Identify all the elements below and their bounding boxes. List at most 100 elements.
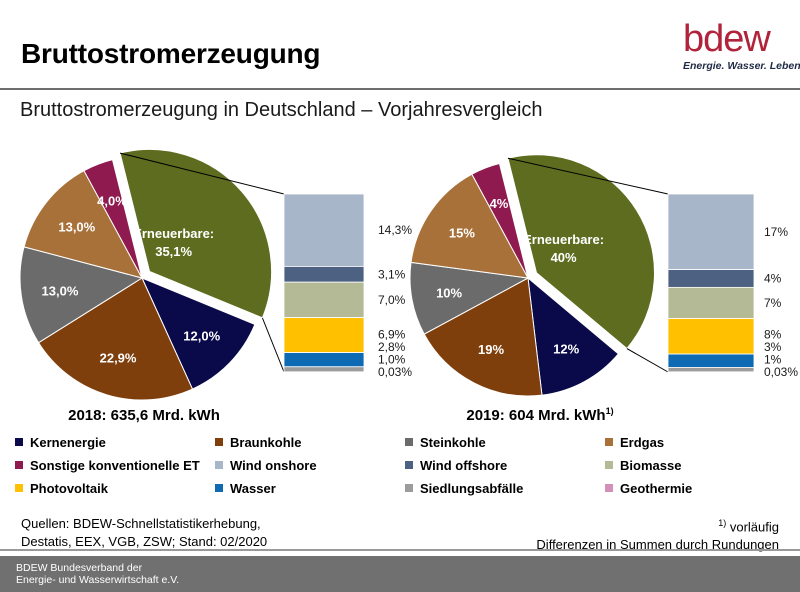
legend-item-geothermie: Geothermie: [605, 481, 692, 496]
legend-item-wind_onshore: Wind onshore: [215, 458, 317, 473]
bar-label-wind_onshore: 14,3%: [378, 223, 412, 237]
footer-line-2: Energie- und Wasserwirtschaft e.V.: [16, 574, 180, 586]
logo-word: bdew: [683, 18, 771, 60]
bar-label-biomasse: 7%: [764, 296, 782, 310]
bar-label-photovoltaik: 8%: [764, 327, 782, 341]
bar-label-photovoltaik: 6,9%: [378, 327, 406, 341]
legend-swatch-braunkohle: [215, 438, 223, 446]
slice-label-kernenergie: 12,0%: [183, 329, 220, 344]
legend-swatch-kernenergie: [15, 438, 23, 446]
bar-segment-photovoltaik: [667, 318, 755, 355]
slice-value-erneuerbare: 35,1%: [155, 244, 192, 259]
bar-label-wind_offshore: 3,1%: [378, 267, 406, 281]
slice-label-sonstige: 4%: [490, 196, 509, 211]
slice-label-steinkohle: 13,0%: [42, 283, 79, 298]
pie-slice-sonstige: [83, 159, 143, 279]
bar-segment-geothermie: [283, 371, 365, 373]
bar-segment-biomasse: [283, 281, 365, 319]
bar-segment-photovoltaik: [283, 317, 365, 353]
bar-segment-wind_offshore: [667, 269, 755, 288]
pie-slice-erneuerbare: [119, 148, 273, 319]
bar-label-biomasse: 7,0%: [378, 293, 406, 307]
pie-chart-1: Erneuerbare:35,1%12,0%22,9%13,0%13,0%4,0…: [19, 148, 412, 424]
pie-slice-erdgas: [23, 170, 143, 279]
bar-segment-wasser: [667, 353, 755, 368]
connector-top: [119, 152, 285, 195]
bar-segment-wind_onshore: [283, 193, 365, 267]
legend-label-kernenergie: Kernenergie: [30, 435, 106, 450]
notes-footnote-mark: 1): [718, 518, 727, 528]
legend-swatch-geothermie: [605, 484, 613, 492]
slice-label-erneuerbare: Erneuerbare:: [523, 232, 604, 247]
notes-line-2: Differenzen in Summen durch Rundungen: [536, 537, 779, 553]
legend-item-wind_offshore: Wind offshore: [405, 458, 507, 473]
legend-swatch-photovoltaik: [15, 484, 23, 492]
pie-chart-2: Erneuerbare: 40% 12% 19% 10% 15% 4% 17% 4% 7% 8%3%…: [409, 154, 798, 424]
logo-tagline: Energie. Wasser. Leben.: [683, 60, 800, 72]
slice-label-braunkohle: 19%: [478, 342, 504, 357]
bar-label-wind_offshore: 4%: [764, 271, 782, 285]
legend-swatch-siedlungsabfaelle: [405, 484, 413, 492]
legend-label-braunkohle: Braunkohle: [230, 435, 302, 450]
legend-label-steinkohle: Steinkohle: [420, 435, 486, 450]
pie-slice-erneuerbare: [507, 154, 655, 350]
header-divider: [0, 88, 800, 90]
bar-label-wasser: 3%: [764, 340, 782, 354]
bar-segment-wind_offshore: [283, 266, 365, 283]
slice-value-erneuerbare: 40%: [551, 250, 577, 265]
legend-item-biomasse: Biomasse: [605, 458, 681, 473]
legend-swatch-wind_offshore: [405, 461, 413, 469]
pie-title-2: 2019: 604 Mrd. kWh1): [466, 406, 613, 424]
bar-segment-siedlungsabfaelle: [667, 367, 755, 373]
legend-item-sonstige: Sonstige konventionelle ET: [15, 458, 200, 473]
bar-segment-geothermie: [667, 371, 755, 373]
legend-swatch-biomasse: [605, 461, 613, 469]
bar-segment-wasser: [283, 352, 365, 368]
pie-title-footnote: 1): [606, 406, 614, 416]
connector-bottom: [261, 317, 285, 373]
bar-segment-siedlungsabfaelle: [283, 366, 365, 373]
pie-slice-braunkohle: [37, 277, 194, 401]
footer-divider: [0, 549, 800, 551]
sources-line-1: Quellen: BDEW-Schnellstatistikerhebung,: [21, 516, 261, 531]
pie-slice-kernenergie: [141, 277, 256, 390]
pie-slice-steinkohle: [19, 246, 144, 344]
pie-slice-steinkohle: [409, 261, 530, 335]
slice-label-erneuerbare: Erneuerbare:: [133, 226, 214, 241]
pie-slice-erdgas: [410, 173, 529, 279]
legend-item-kernenergie: Kernenergie: [15, 435, 106, 450]
bar-label-wind_onshore: 17%: [764, 225, 788, 239]
charts-area: Erneuerbare:35,1%12,0%22,9%13,0%13,0%4,0…: [19, 148, 798, 424]
legend-label-geothermie: Geothermie: [620, 481, 693, 496]
legend-item-wasser: Wasser: [215, 481, 276, 496]
footer: BDEW Bundesverband der Energie- und Wass…: [0, 556, 800, 592]
legend-swatch-steinkohle: [405, 438, 413, 446]
slice-label-erdgas: 13,0%: [58, 220, 95, 235]
legend-label-photovoltaik: Photovoltaik: [30, 481, 109, 496]
legend-swatch-wasser: [215, 484, 223, 492]
bar-label-geothermie: 0,03%: [378, 365, 412, 379]
legend-item-erdgas: Erdgas: [605, 435, 664, 450]
legend-swatch-erdgas: [605, 438, 613, 446]
legend-label-siedlungsabfaelle: Siedlungsabfälle: [420, 481, 524, 496]
legend-swatch-wind_onshore: [215, 461, 223, 469]
legend-label-biomasse: Biomasse: [620, 458, 682, 473]
slice-label-braunkohle: 22,9%: [100, 350, 137, 365]
legend-item-siedlungsabfaelle: Siedlungsabfälle: [405, 481, 523, 496]
notes: 1) vorläufig Differenzen in Summen durch…: [536, 514, 779, 554]
notes-line-1: vorläufig: [726, 519, 779, 535]
legend-item-braunkohle: Braunkohle: [215, 435, 302, 450]
bar-segment-wind_onshore: [667, 193, 755, 270]
legend-swatch-sonstige: [15, 461, 23, 469]
legend-label-wind_onshore: Wind onshore: [230, 458, 317, 473]
connector-bottom: [626, 348, 669, 373]
slice-label-steinkohle: 10%: [436, 285, 462, 300]
legend-item-steinkohle: Steinkohle: [405, 435, 486, 450]
bar-label-geothermie: 0,03%: [764, 365, 798, 379]
bar-label-siedlungsabfaelle: 1,0%: [378, 352, 406, 366]
pie-slice-kernenergie: [527, 276, 620, 396]
connector-top: [507, 157, 669, 195]
pie-slice-sonstige: [471, 162, 529, 279]
pie-slice-braunkohle: [423, 277, 543, 397]
legend-item-photovoltaik: Photovoltaik: [15, 481, 108, 496]
